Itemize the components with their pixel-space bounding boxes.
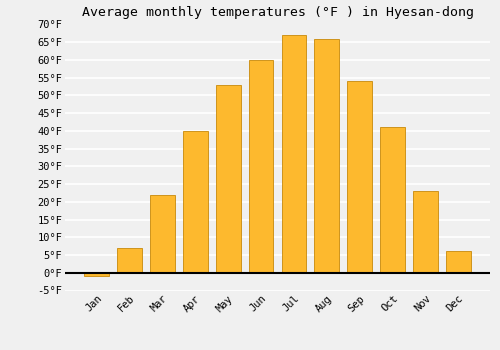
- Bar: [413, 191, 438, 273]
- Title: Average monthly temperatures (°F ) in Hyesan-dong: Average monthly temperatures (°F ) in Hy…: [82, 6, 473, 19]
- Bar: [150, 195, 174, 273]
- Bar: [216, 85, 240, 273]
- Bar: [380, 127, 405, 273]
- Bar: [348, 81, 372, 273]
- Bar: [183, 131, 208, 273]
- Bar: [117, 248, 142, 273]
- Bar: [84, 273, 109, 276]
- Bar: [314, 39, 339, 273]
- Bar: [282, 35, 306, 273]
- Bar: [248, 60, 274, 273]
- Bar: [446, 252, 470, 273]
